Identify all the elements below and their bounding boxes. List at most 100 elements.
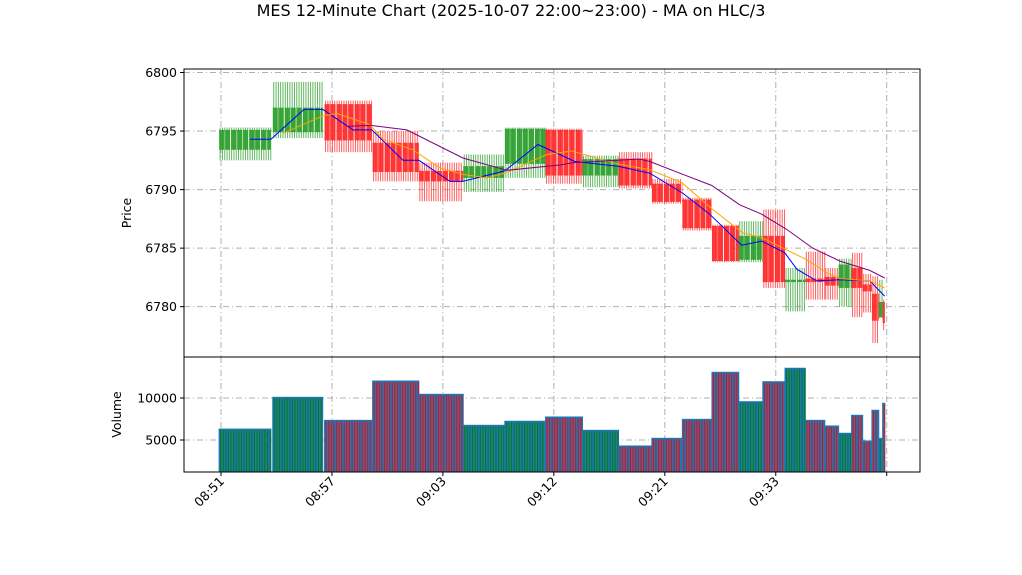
volume-bar bbox=[372, 380, 420, 473]
candle-body bbox=[510, 128, 516, 164]
candle-body bbox=[296, 107, 302, 133]
volume-axes-frame bbox=[183, 356, 921, 473]
volume-bar-body bbox=[218, 428, 272, 473]
candle-body bbox=[797, 279, 803, 283]
moving-average-line-ma_mid bbox=[282, 112, 885, 289]
candle-body bbox=[378, 142, 384, 173]
candle-body bbox=[516, 128, 522, 164]
candle-body bbox=[581, 129, 583, 176]
volume-bars bbox=[218, 367, 886, 473]
price-tick-label: 6795 bbox=[145, 124, 177, 139]
candle-body bbox=[594, 159, 600, 176]
candle-body bbox=[225, 129, 231, 150]
candle-body bbox=[805, 278, 811, 283]
candle-body bbox=[243, 129, 249, 150]
candle-body bbox=[669, 183, 675, 202]
moving-average-line-ma_short bbox=[250, 108, 886, 297]
candle-body bbox=[785, 279, 791, 283]
candle-body bbox=[877, 293, 879, 321]
volume-bar bbox=[582, 429, 620, 473]
candle-body bbox=[675, 183, 681, 202]
candle-body bbox=[857, 268, 863, 288]
candle-body bbox=[219, 129, 225, 150]
candle-body bbox=[481, 166, 487, 178]
price-tick-label: 6780 bbox=[145, 299, 177, 314]
candle-body bbox=[408, 142, 414, 173]
candle-body bbox=[237, 129, 243, 150]
candle-body bbox=[618, 158, 624, 186]
candle-body bbox=[657, 183, 663, 202]
candle bbox=[504, 127, 546, 178]
x-tick-label: 08:51 bbox=[191, 474, 227, 510]
candle-body bbox=[348, 104, 354, 141]
candle-body bbox=[744, 235, 750, 260]
candle-body bbox=[255, 129, 261, 150]
candle-body bbox=[460, 170, 464, 182]
candle bbox=[862, 273, 872, 313]
volume-bar bbox=[418, 393, 464, 473]
candle-body bbox=[878, 301, 883, 318]
candle-body bbox=[850, 264, 852, 288]
candle-body bbox=[436, 170, 442, 182]
candle bbox=[418, 162, 464, 202]
candle-body bbox=[463, 166, 469, 178]
candle-body bbox=[563, 129, 569, 176]
candle-body bbox=[493, 166, 499, 178]
volume-bar bbox=[711, 371, 740, 473]
candle-body bbox=[284, 107, 290, 133]
candle-body bbox=[838, 264, 844, 288]
candle-body bbox=[540, 128, 546, 164]
candle-body bbox=[803, 279, 806, 283]
candle-body bbox=[569, 129, 575, 176]
candle-body bbox=[791, 279, 797, 283]
candle-body bbox=[336, 104, 342, 141]
candle-body bbox=[504, 128, 510, 164]
candle-body bbox=[882, 301, 885, 324]
volume-bar-body bbox=[762, 381, 786, 473]
candle-body bbox=[588, 159, 594, 176]
candle-body bbox=[384, 142, 390, 173]
volume-bar bbox=[804, 419, 826, 473]
volume-bar-body bbox=[582, 429, 620, 473]
candle-body bbox=[729, 225, 735, 261]
candle-body bbox=[442, 170, 448, 182]
candle-body bbox=[862, 284, 868, 292]
x-tick-label: 09:33 bbox=[746, 474, 782, 510]
candle-body bbox=[454, 170, 460, 182]
candles bbox=[219, 81, 885, 343]
volume-bar-body bbox=[372, 380, 420, 473]
volume-bar bbox=[878, 437, 884, 473]
candle-body bbox=[636, 158, 642, 186]
candle-body bbox=[390, 142, 396, 173]
candle-body bbox=[711, 225, 717, 261]
volume-axis-label: Volume bbox=[109, 391, 124, 438]
candle-body bbox=[290, 107, 296, 133]
candle-body bbox=[750, 235, 756, 260]
candle-body bbox=[723, 225, 729, 261]
volume-tick-label: 5000 bbox=[145, 432, 177, 447]
candle-body bbox=[430, 170, 436, 182]
candle-body bbox=[231, 129, 237, 150]
candle-body bbox=[534, 128, 540, 164]
candle-body bbox=[324, 104, 330, 141]
candle-body bbox=[756, 235, 762, 260]
volume-bar bbox=[871, 409, 880, 473]
price-tick-label: 6785 bbox=[145, 241, 177, 256]
candle-body bbox=[424, 170, 430, 182]
candle-body bbox=[774, 235, 780, 283]
candle-body bbox=[600, 159, 606, 176]
candle-body bbox=[688, 199, 694, 229]
candle-body bbox=[522, 128, 528, 164]
candle-body bbox=[302, 107, 308, 133]
candle bbox=[219, 127, 272, 161]
candle-body bbox=[762, 235, 768, 283]
volume-bar bbox=[784, 367, 806, 473]
volume-bar bbox=[681, 418, 713, 473]
price-axis-label: Price bbox=[119, 197, 134, 228]
candle-body bbox=[320, 107, 323, 133]
candle-body bbox=[663, 183, 669, 202]
candle bbox=[651, 179, 683, 204]
candle-body bbox=[851, 268, 857, 288]
candle-body bbox=[469, 166, 475, 178]
